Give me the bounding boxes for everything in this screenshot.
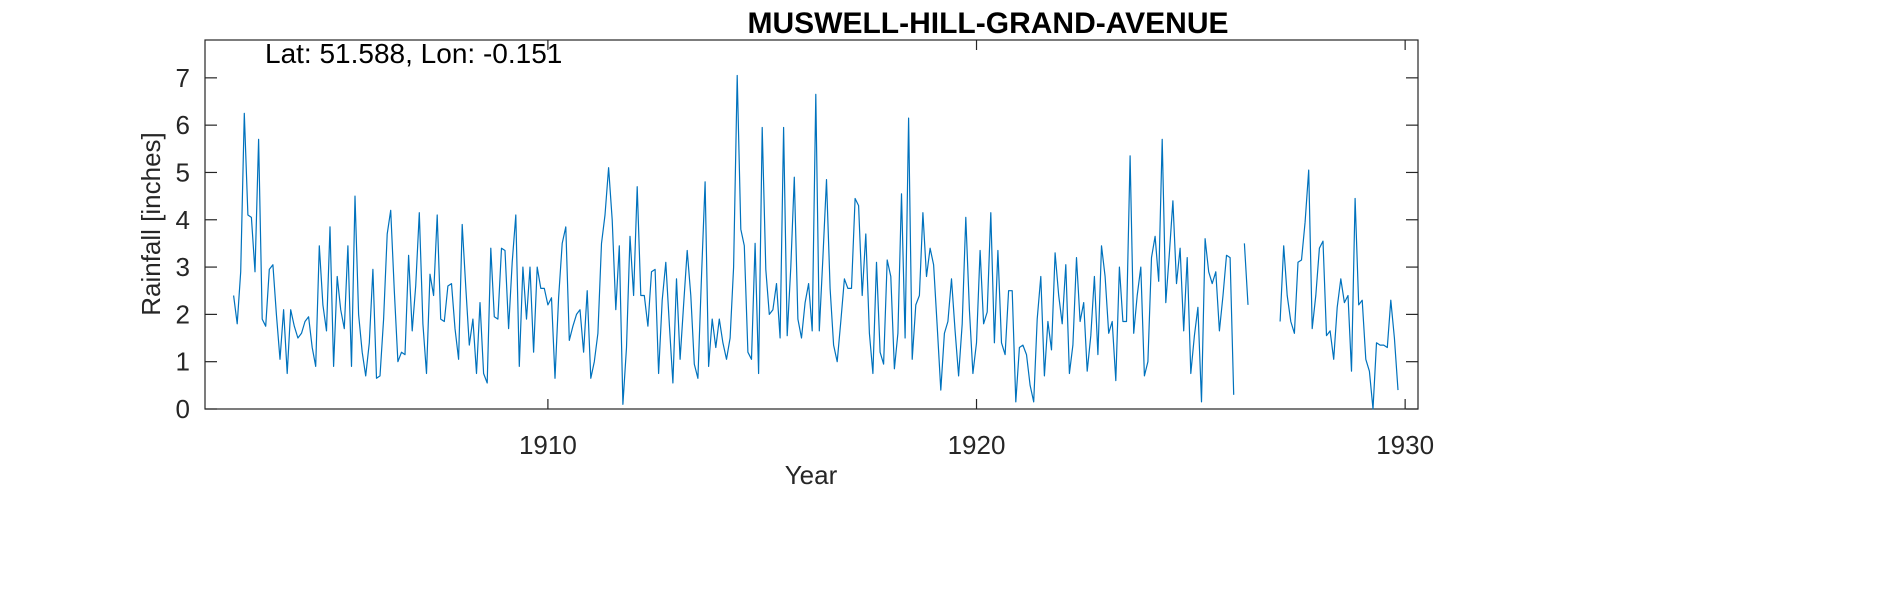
y-tick-label: 6 bbox=[176, 110, 190, 140]
y-axis-label: Rainfall [inches] bbox=[136, 132, 166, 316]
y-tick-label: 4 bbox=[176, 205, 190, 235]
x-tick-label: 1910 bbox=[519, 430, 577, 460]
x-axis-label: Year bbox=[785, 460, 838, 490]
x-tick-label: 1930 bbox=[1376, 430, 1434, 460]
y-tick-label: 5 bbox=[176, 157, 190, 187]
x-axis: 1910 1920 1930 bbox=[519, 40, 1434, 460]
y-tick-label: 0 bbox=[176, 394, 190, 424]
rainfall-series-line bbox=[233, 74, 1399, 410]
y-tick-label: 1 bbox=[176, 347, 190, 377]
plot-frame bbox=[204, 39, 1419, 410]
y-tick-label: 7 bbox=[176, 63, 190, 93]
y-tick-label: 2 bbox=[176, 299, 190, 329]
x-tick-label: 1920 bbox=[948, 430, 1006, 460]
y-axis: 0 1 2 3 4 5 6 7 bbox=[176, 63, 1418, 424]
location-annotation: Lat: 51.588, Lon: -0.151 bbox=[265, 38, 562, 69]
y-tick-label: 3 bbox=[176, 252, 190, 282]
chart-title: MUSWELL-HILL-GRAND-AVENUE bbox=[747, 7, 1228, 40]
